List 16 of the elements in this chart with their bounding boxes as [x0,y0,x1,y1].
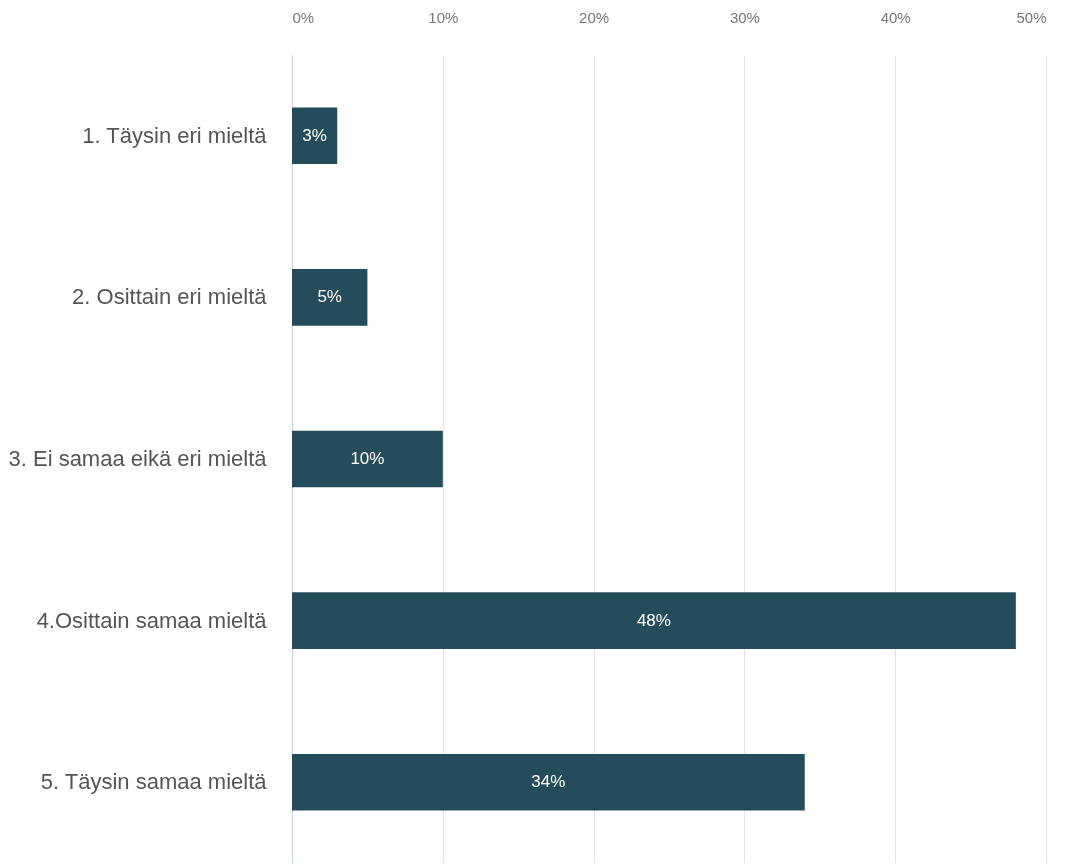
x-tick-label: 20% [579,8,610,26]
y-tick-label: 5. Täysin samaa mieltä [40,769,268,795]
data-label: 5% [317,287,342,307]
x-tick-label: 0% [292,8,315,26]
y-tick-label: 1. Täysin eri mieltä [82,122,268,148]
data-label: 34% [531,772,566,792]
data-label: 3% [302,125,327,145]
x-tick-label: 40% [880,8,911,26]
data-label: 48% [636,610,671,630]
x-tick-label: 50% [1016,8,1047,26]
x-tick-label: 30% [729,8,760,26]
y-tick-label: 3. Ei samaa eikä eri mieltä [8,446,268,471]
data-label: 10% [350,449,385,468]
x-tick-label: 10% [428,8,459,26]
y-tick-label: 4.Osittain samaa mieltä [36,607,268,633]
y-tick-label: 2. Osittain eri mieltä [72,284,268,310]
